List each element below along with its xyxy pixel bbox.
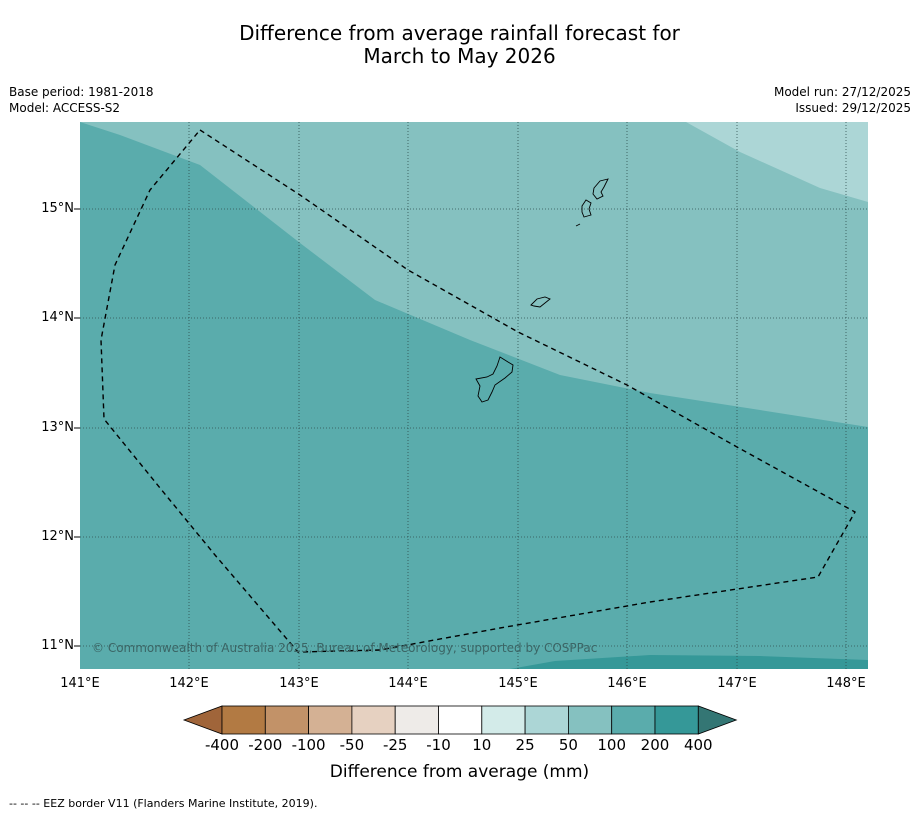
colorbar-tick-label: 100 bbox=[597, 736, 626, 754]
colorbar-cell bbox=[221, 705, 266, 735]
colorbar-tick-label: 200 bbox=[640, 736, 670, 754]
colorbar-tick-label: 10 bbox=[472, 736, 492, 754]
island-aguijan bbox=[575, 223, 581, 227]
lat-label-15: 15°N bbox=[41, 201, 74, 216]
chart-title: Difference from average rainfall forecas… bbox=[0, 22, 919, 68]
colorbar-cell bbox=[654, 705, 699, 735]
colorbar-tick-label: -400 bbox=[204, 736, 240, 754]
lat-label-14: 14°N bbox=[41, 310, 74, 325]
region-25-50 bbox=[686, 122, 868, 202]
footnote-eez: -- -- -- EEZ border V11 (Flanders Marine… bbox=[9, 797, 318, 810]
colorbar-cell bbox=[524, 705, 569, 735]
issued-date: Issued: 29/12/2025 bbox=[795, 101, 911, 115]
base-period: Base period: 1981-2018 bbox=[9, 85, 154, 99]
colorbar-tick-label: -100 bbox=[291, 736, 326, 754]
title-line-1: Difference from average rainfall forecas… bbox=[239, 21, 680, 45]
lat-label-13: 13°N bbox=[41, 420, 74, 435]
colorbar-tick-label: -25 bbox=[382, 736, 408, 754]
island-guam bbox=[475, 356, 514, 403]
colorbar-tick-label: -50 bbox=[339, 736, 365, 754]
colorbar-cell bbox=[351, 705, 396, 735]
colorbar-cell bbox=[568, 705, 613, 735]
colorbar-tick-label: 50 bbox=[558, 736, 578, 754]
lon-label-146: 146°E bbox=[607, 676, 647, 691]
lat-label-11: 11°N bbox=[41, 638, 74, 653]
colorbar-cell bbox=[611, 705, 656, 735]
region-50-100 bbox=[80, 122, 868, 427]
island-saipan bbox=[592, 178, 609, 200]
lon-label-147: 147°E bbox=[717, 676, 757, 691]
colorbar-extend-high bbox=[697, 705, 738, 735]
region-200-400 bbox=[510, 655, 868, 669]
colorbar-tick-label: -200 bbox=[248, 736, 283, 754]
colorbar-cell bbox=[308, 705, 353, 735]
island-tinian bbox=[581, 199, 592, 218]
copyright-notice: © Commonwealth of Australia 2025, Bureau… bbox=[92, 641, 598, 655]
islands bbox=[475, 178, 609, 403]
lon-label-141: 141°E bbox=[60, 676, 100, 691]
colorbar-extend-low bbox=[182, 705, 223, 735]
metadata-right: Model run: 27/12/2025 Issued: 29/12/2025 bbox=[774, 84, 911, 116]
lon-label-148: 148°E bbox=[826, 676, 866, 691]
colorbar-tick-label: 25 bbox=[515, 736, 535, 754]
model-name: Model: ACCESS-S2 bbox=[9, 101, 121, 115]
axis-ticks bbox=[74, 208, 80, 647]
title-line-2: March to May 2026 bbox=[363, 44, 556, 68]
colorbar-cell bbox=[481, 705, 526, 735]
lat-label-12: 12°N bbox=[41, 529, 74, 544]
eez-border bbox=[100, 129, 856, 653]
colorbar-title: Difference from average (mm) bbox=[329, 762, 590, 782]
lon-label-143: 143°E bbox=[279, 676, 319, 691]
colorbar-cell bbox=[264, 705, 309, 735]
lon-label-142: 142°E bbox=[169, 676, 209, 691]
metadata-left: Base period: 1981-2018 Model: ACCESS-S2 bbox=[9, 84, 154, 116]
colorbar-cell bbox=[438, 705, 483, 735]
colorbar-tick-label: 400 bbox=[683, 736, 713, 754]
gridlines bbox=[80, 122, 868, 669]
island-rota bbox=[530, 296, 551, 308]
lon-label-144: 144°E bbox=[388, 676, 428, 691]
colorbar-cell bbox=[394, 705, 439, 735]
model-run: Model run: 27/12/2025 bbox=[773, 85, 911, 99]
lon-label-145: 145°E bbox=[498, 676, 538, 691]
colorbar-tick-label: -10 bbox=[426, 736, 451, 754]
